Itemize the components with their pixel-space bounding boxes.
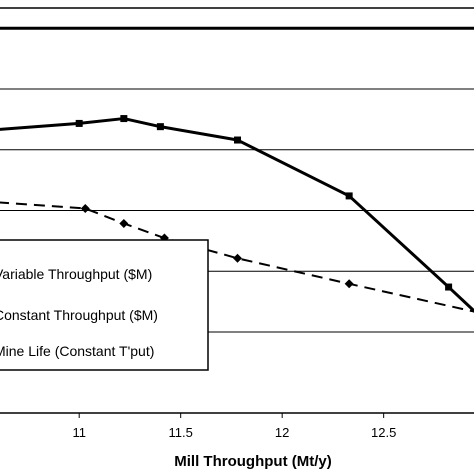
data-point-0-3 [156, 123, 164, 131]
data-point-2-4 [233, 253, 243, 263]
legend: Variable Throughput ($M) Constant Through… [0, 239, 209, 371]
data-point-2-5 [344, 279, 354, 289]
legend-item-1: Constant Throughput ($M) [0, 307, 158, 323]
legend-item-0: Variable Throughput ($M) [0, 266, 152, 282]
data-point-0-6 [445, 283, 453, 291]
data-point-0-1 [75, 119, 83, 127]
series-0 [0, 115, 474, 313]
x-axis: 11 11.5 12 12.5 [72, 413, 396, 440]
data-point-0-2 [120, 115, 128, 123]
x-tick-label-3: 12.5 [371, 425, 396, 440]
data-point-0-4 [234, 136, 242, 144]
x-axis-title: Mill Throughput (Mt/y) [174, 453, 331, 470]
data-point-2-1 [80, 203, 90, 213]
data-point-0-5 [345, 192, 353, 200]
series-line-0 [0, 117, 474, 313]
series-layer [0, 26, 474, 313]
plot-area-border [0, 7, 474, 414]
x-tick-label-0: 11 [72, 425, 86, 440]
legend-item-2: Mine Life (Constant T'put) [0, 343, 154, 359]
x-tick-label-2: 12 [275, 425, 289, 440]
x-tick-label-1: 11.5 [169, 425, 193, 440]
data-point-2-2 [119, 218, 129, 228]
legend-box [0, 239, 209, 371]
